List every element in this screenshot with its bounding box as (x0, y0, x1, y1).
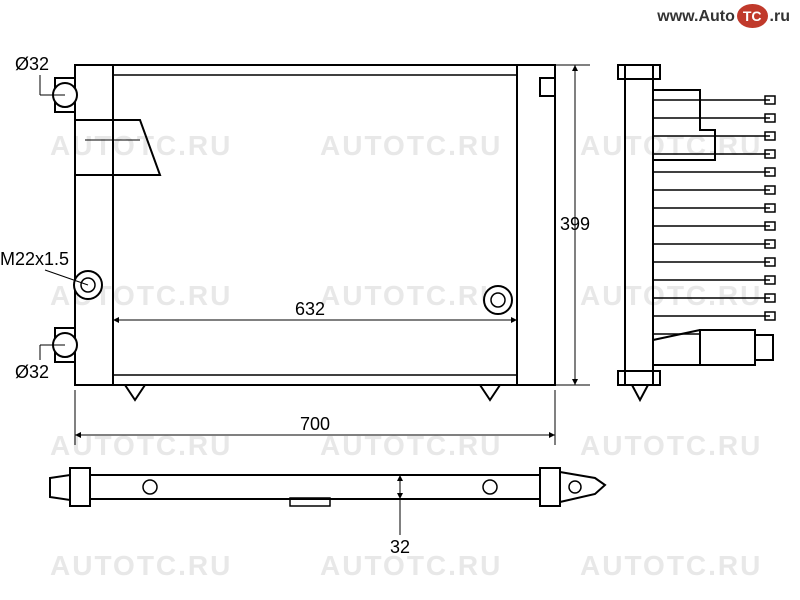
dim-width-core: 632 (295, 299, 325, 319)
dim-thread: M22x1.5 (0, 249, 69, 269)
top-view: 32 (50, 468, 605, 557)
dim-depth: 32 (390, 537, 410, 557)
side-view (618, 65, 775, 400)
site-logo: www.AutoTC.ru (657, 8, 790, 26)
dim-width-total: 700 (300, 414, 330, 434)
dim-dia-bottom: Ø32 (15, 362, 49, 382)
logo-badge: TC (737, 4, 768, 28)
front-view: Ø32 M22x1.5 Ø32 632 399 700 (0, 54, 590, 445)
logo-suffix: .ru (770, 8, 790, 25)
dim-height: 399 (560, 214, 590, 234)
technical-drawing: Ø32 M22x1.5 Ø32 632 399 700 (0, 0, 800, 600)
dim-dia-top: Ø32 (15, 54, 49, 74)
logo-prefix: www.Auto (657, 8, 735, 25)
